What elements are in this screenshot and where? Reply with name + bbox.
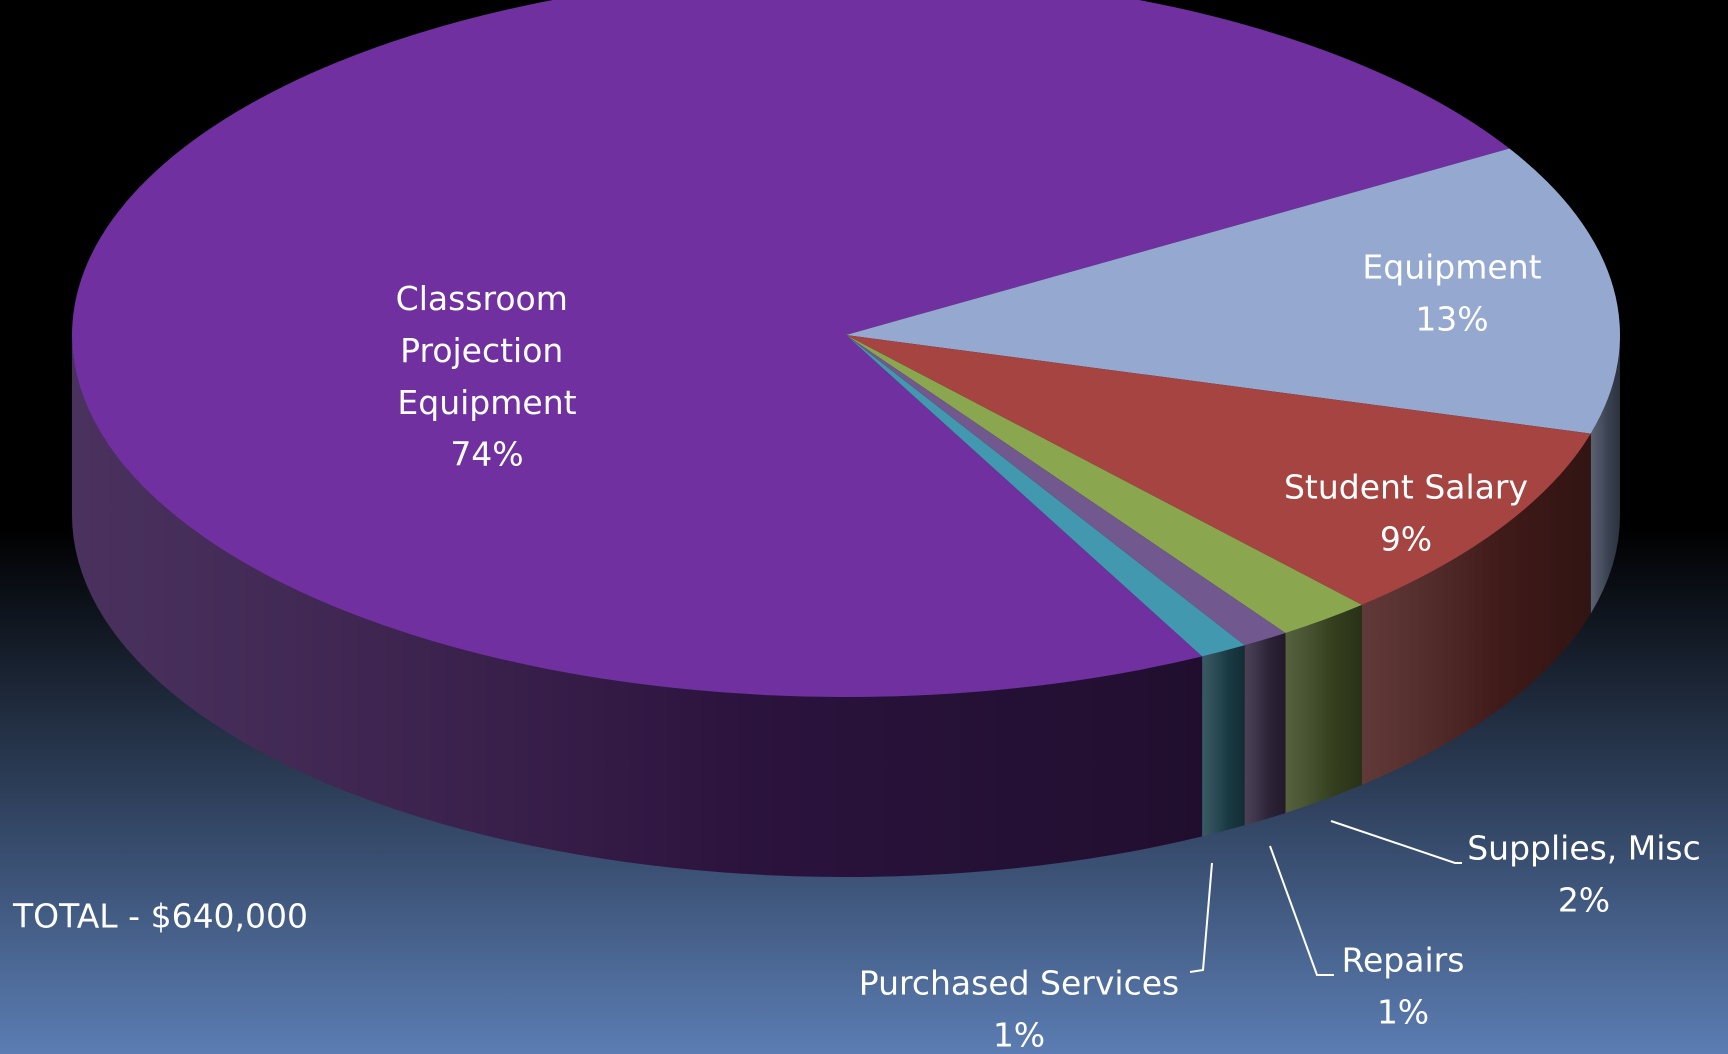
slice-side-shade <box>1202 645 1245 837</box>
total-annotation: TOTAL - $640,000 <box>12 897 308 936</box>
slice-label: Purchased Services <box>859 964 1179 1003</box>
slice-label: Equipment <box>1362 248 1541 287</box>
slice-label: Classroom Projection Equipment <box>396 279 579 422</box>
slice <box>846 335 1591 605</box>
slice <box>846 335 1245 657</box>
slice <box>72 0 1510 697</box>
slice-side-shade <box>1361 433 1591 785</box>
slice <box>846 335 1362 633</box>
slice-label: Supplies, Misc <box>1467 829 1701 868</box>
slice-value-label: 9% <box>1380 520 1432 559</box>
slice <box>846 335 1286 646</box>
leader-line <box>1189 862 1213 973</box>
leader-line <box>1269 845 1334 976</box>
slice-value-label: 1% <box>1377 993 1429 1032</box>
slice-value-label: 74% <box>450 435 523 474</box>
slice-side-shade <box>72 335 1203 877</box>
slice-value-label: 13% <box>1415 300 1488 339</box>
slice-label: Repairs <box>1342 941 1465 980</box>
slice <box>846 148 1621 434</box>
pie-sides <box>72 335 1620 877</box>
slice-side-shade <box>1590 335 1620 614</box>
leader-line <box>1330 820 1462 864</box>
slice-label: Student Salary <box>1284 468 1528 507</box>
slice-side-shade <box>1244 632 1286 826</box>
slice-side-shade <box>1285 604 1362 813</box>
slice-value-label: 1% <box>993 1016 1045 1054</box>
labels: Classroom Projection Equipment 74% Equipme… <box>396 248 1701 1054</box>
slice-value-label: 2% <box>1558 881 1610 920</box>
pie-tops <box>72 0 1621 697</box>
